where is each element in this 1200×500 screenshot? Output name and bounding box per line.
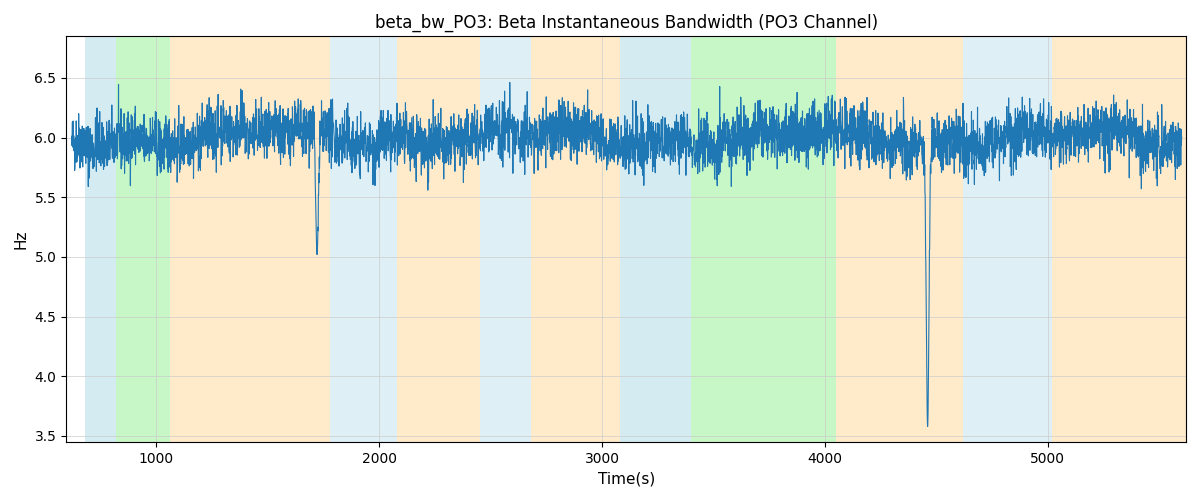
- Bar: [85, 36, 116, 442]
- Bar: [170, 36, 330, 442]
- Bar: [480, 36, 530, 442]
- Title: beta_bw_PO3: Beta Instantaneous Bandwidth (PO3 Channel): beta_bw_PO3: Beta Instantaneous Bandwidt…: [374, 14, 877, 32]
- Bar: [116, 36, 170, 442]
- X-axis label: Time(s): Time(s): [598, 471, 655, 486]
- Bar: [964, 36, 1052, 442]
- Bar: [1052, 36, 1186, 442]
- Bar: [620, 36, 691, 442]
- Bar: [691, 36, 836, 442]
- Bar: [836, 36, 964, 442]
- Bar: [530, 36, 620, 442]
- Bar: [330, 36, 397, 442]
- Y-axis label: Hz: Hz: [14, 230, 29, 249]
- Bar: [397, 36, 480, 442]
